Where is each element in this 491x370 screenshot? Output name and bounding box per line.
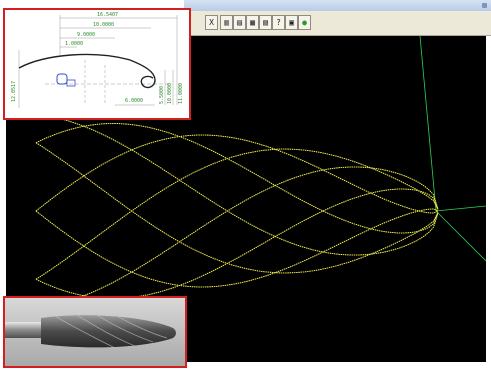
tool-shank (5, 322, 43, 338)
toolbar-button-view-2[interactable]: ▤ (233, 15, 246, 30)
toolbar-button-help[interactable]: ? (272, 15, 285, 30)
tool-photo-inset (3, 296, 187, 368)
spiral-line (35, 148, 439, 280)
spiral-line (35, 134, 439, 214)
window-control-icon[interactable] (482, 3, 487, 8)
spiral-line (35, 188, 439, 299)
cad-profile-inset: 16.5407 10.0000 9.0000 1.0000 6.0000 12.… (3, 8, 191, 120)
toolbar-button-view-4[interactable]: ▧ (259, 15, 272, 30)
profile-marker (56, 73, 68, 85)
spiral-line (35, 142, 439, 274)
spiral-line (35, 148, 439, 280)
spiral-line (35, 208, 439, 288)
spiral-line (35, 208, 439, 288)
toolbar: X ▥ ▤ ▦ ▧ ? ▣ ● (184, 11, 491, 36)
wireframe-canvas (35, 36, 486, 309)
dim-left: 12.0517 (11, 81, 17, 102)
dim-h2: 10.0000 (93, 22, 114, 28)
toolbar-button-view-5[interactable]: ▣ (285, 15, 298, 30)
profile-curve (18, 53, 156, 89)
dim-bottom: 6.0000 (125, 98, 143, 104)
toolbar-button-close[interactable]: X (205, 15, 218, 30)
cad-drawing: 16.5407 10.0000 9.0000 1.0000 6.0000 12.… (11, 12, 184, 108)
tool-head (41, 315, 176, 348)
dim-r2: 10.0000 (167, 83, 173, 104)
tool-photo (5, 298, 185, 366)
dim-h3: 9.0000 (77, 32, 95, 38)
spiral-line (35, 113, 439, 256)
dim-r3: 11.0000 (178, 83, 184, 104)
axis-lines (419, 36, 486, 262)
axis-x (435, 205, 486, 212)
spiral-line (35, 142, 439, 274)
spiral-line (35, 134, 439, 214)
toolbar-button-run[interactable]: ● (298, 15, 311, 30)
axis-y (435, 210, 486, 262)
toolbar-button-view-1[interactable]: ▥ (220, 15, 233, 30)
spiral-line (35, 123, 439, 234)
dim-top: 16.5407 (97, 12, 118, 18)
dim-r1: 5.5000 (159, 86, 165, 104)
toolbar-button-view-3[interactable]: ▦ (246, 15, 259, 30)
spiral-wireframe (35, 113, 439, 309)
axis-z (419, 36, 437, 212)
window-titlebar (184, 0, 491, 11)
dim-h4: 1.0000 (65, 41, 83, 47)
spiral-line (35, 166, 439, 309)
